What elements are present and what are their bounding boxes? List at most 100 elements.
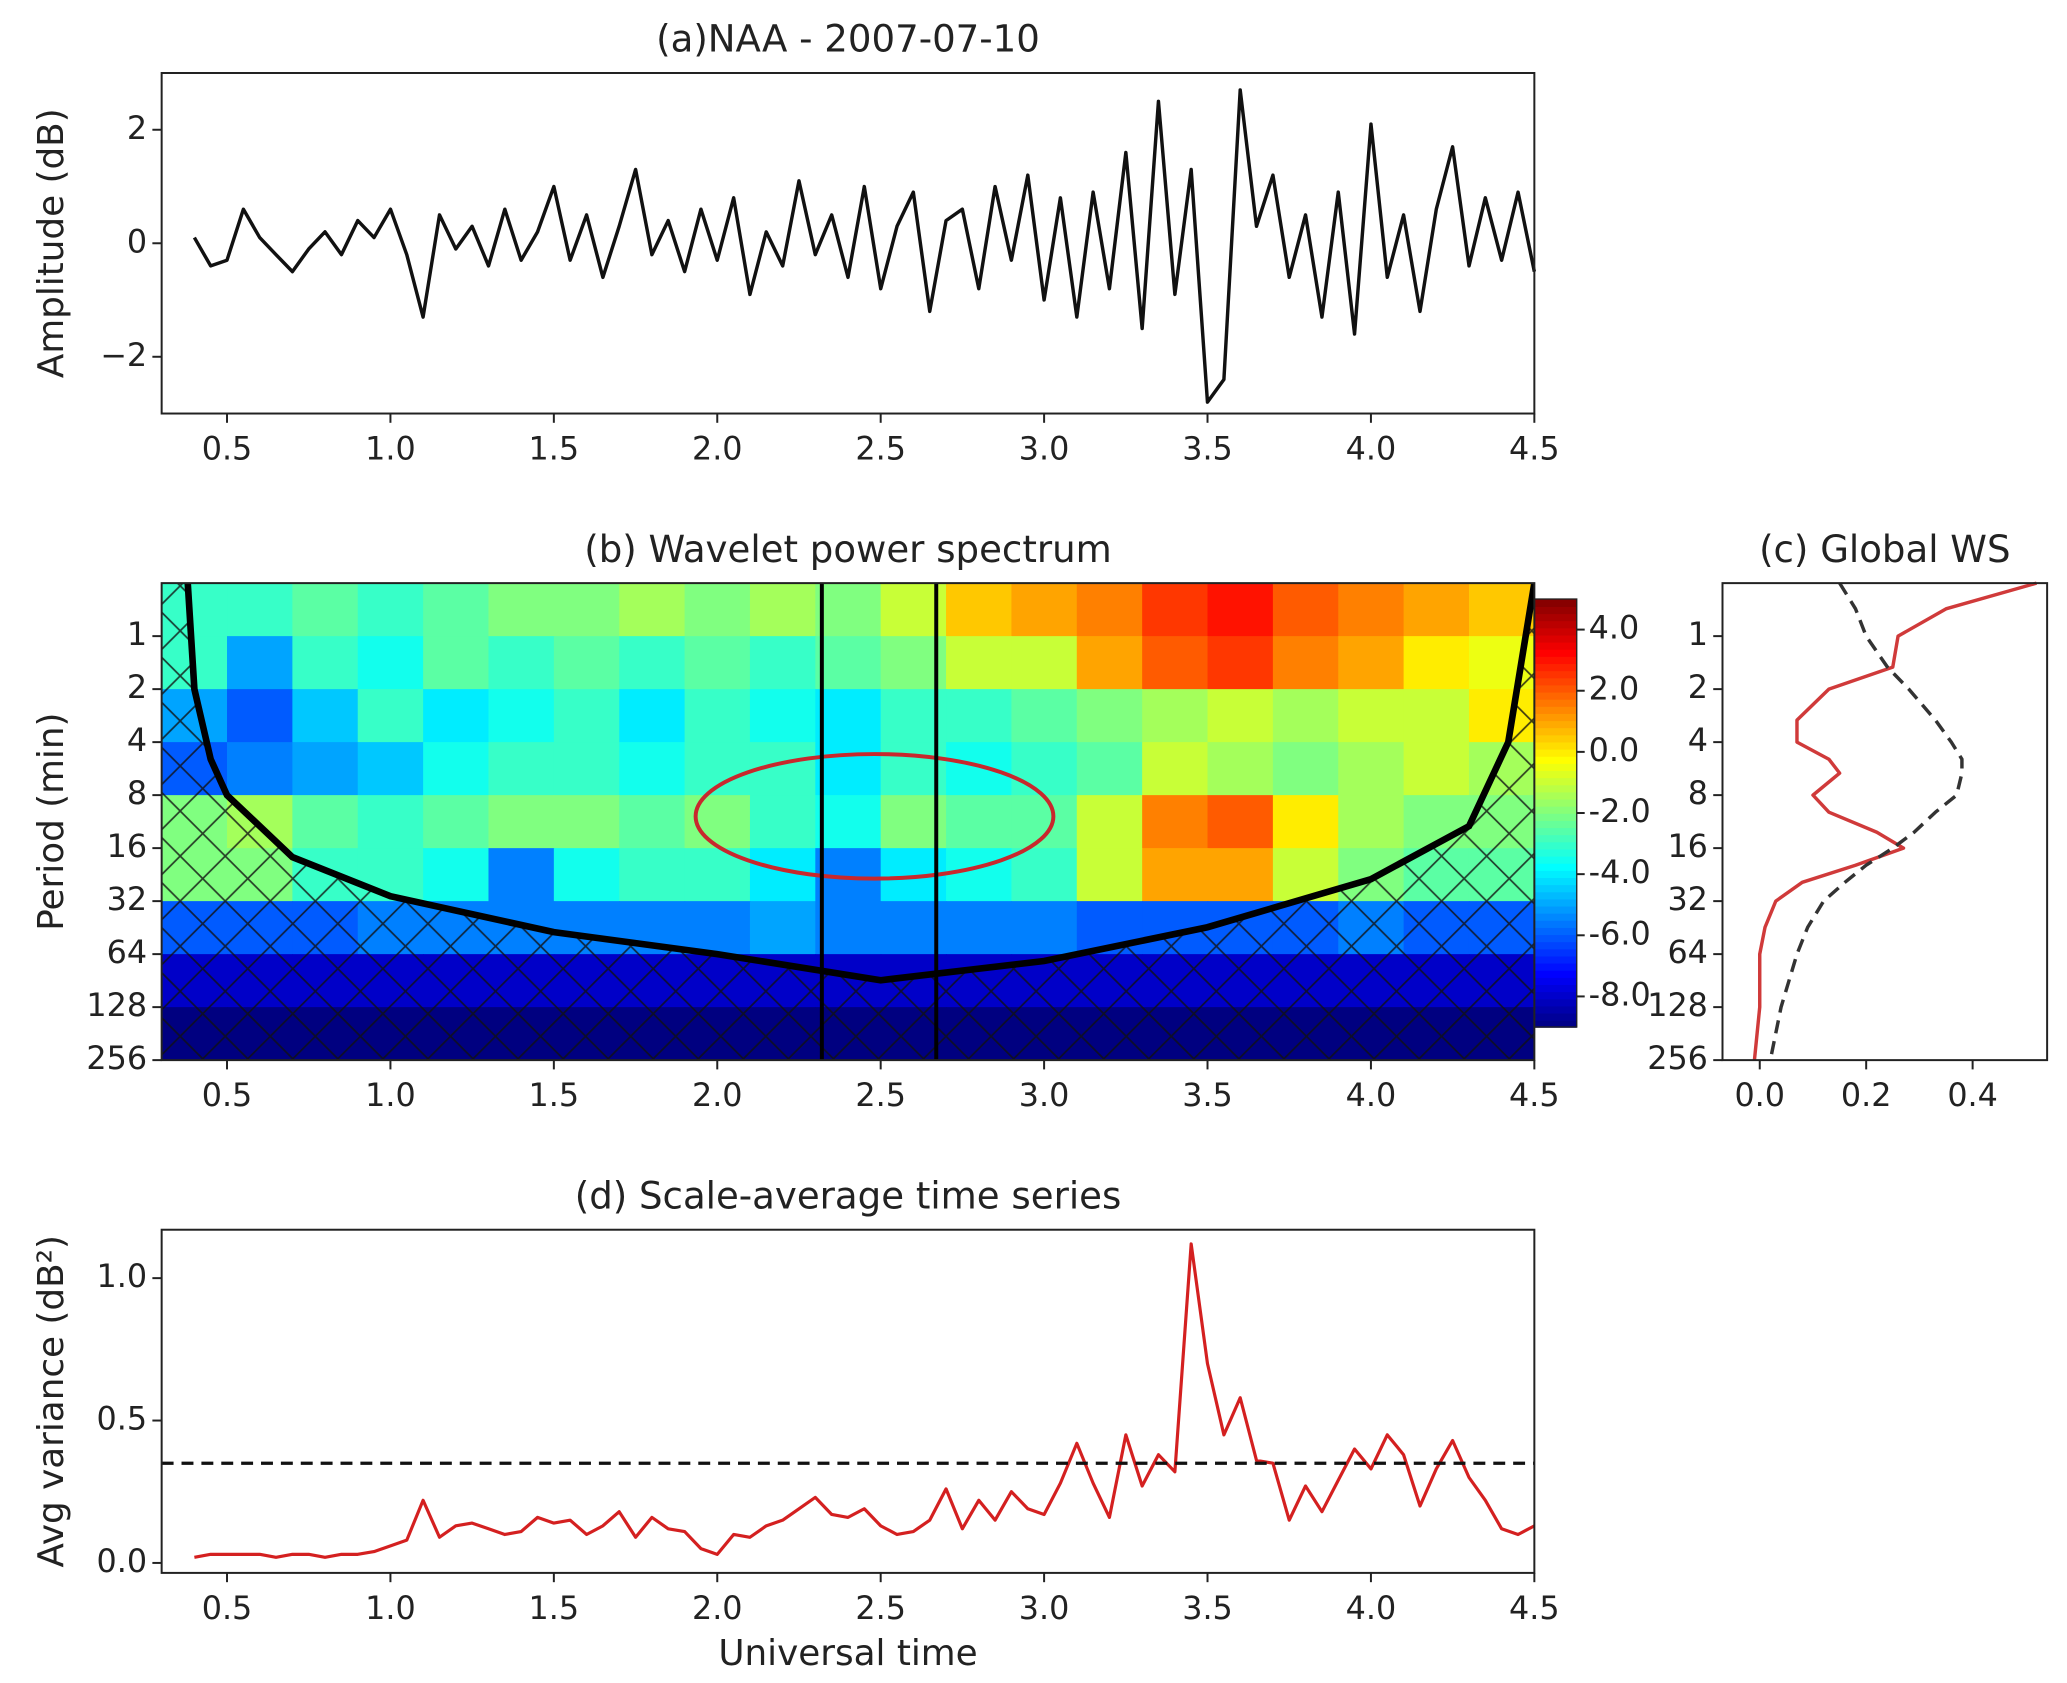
y-tick-label: 1 bbox=[1688, 616, 1708, 653]
x-tick-label: 0.5 bbox=[202, 1590, 253, 1627]
colorbar-band bbox=[1534, 805, 1577, 814]
x-tick-label: 0.5 bbox=[202, 1077, 253, 1114]
colorbar-band bbox=[1534, 877, 1577, 886]
heatmap-cell bbox=[357, 689, 424, 743]
y-tick-label: 1.0 bbox=[96, 1258, 147, 1295]
colorbar-band bbox=[1534, 641, 1577, 650]
chart-title: (c) Global WS bbox=[1759, 528, 2010, 571]
colorbar-band bbox=[1534, 734, 1577, 743]
x-tick-label: 3.0 bbox=[1019, 1590, 1070, 1627]
y-tick-label: 128 bbox=[86, 987, 147, 1024]
colorbar-band bbox=[1534, 770, 1577, 779]
colorbar-band bbox=[1534, 920, 1577, 928]
colorbar-band bbox=[1534, 748, 1577, 757]
colorbar-tick-label: -2.0 bbox=[1589, 793, 1651, 830]
heatmap-cell bbox=[619, 742, 686, 796]
y-tick-label: 0.5 bbox=[96, 1401, 147, 1438]
heatmap-cell bbox=[227, 636, 294, 690]
x-tick-label: 2.0 bbox=[692, 1077, 743, 1114]
heatmap-cell bbox=[1207, 583, 1274, 637]
heatmap-cell bbox=[1011, 742, 1078, 796]
heatmap-cell bbox=[749, 901, 816, 955]
heatmap-cell bbox=[946, 795, 1013, 849]
y-tick-label: 4 bbox=[127, 722, 147, 759]
heatmap-cell bbox=[1076, 795, 1143, 849]
heatmap-cell bbox=[488, 636, 555, 690]
heatmap-cell bbox=[946, 689, 1013, 743]
heatmap-cell bbox=[749, 689, 816, 743]
heatmap-cell bbox=[815, 742, 882, 796]
colorbar-band bbox=[1534, 841, 1577, 850]
colorbar-band bbox=[1534, 1012, 1577, 1021]
heatmap-cell bbox=[553, 795, 620, 849]
plot-frame bbox=[160, 582, 1536, 1062]
heatmap-cell bbox=[553, 742, 620, 796]
x-tick-label: 0.5 bbox=[202, 431, 253, 468]
colorbar-band bbox=[1534, 627, 1577, 636]
y-tick-label: 64 bbox=[1667, 934, 1707, 971]
x-tick-label: 4.0 bbox=[1346, 1590, 1397, 1627]
heatmap-cell bbox=[423, 689, 490, 743]
colorbar-tick-label: 2.0 bbox=[1589, 671, 1640, 708]
y-tick-label: 64 bbox=[107, 934, 147, 971]
heatmap-cell bbox=[1272, 742, 1339, 796]
x-tick-label: 2.0 bbox=[692, 431, 743, 468]
colorbar-band bbox=[1534, 606, 1577, 615]
heatmap-cell bbox=[1142, 689, 1209, 743]
heatmap-cell bbox=[1142, 848, 1209, 902]
y-tick-label: 2 bbox=[127, 110, 147, 147]
heatmap-cell bbox=[1272, 795, 1339, 849]
colorbar-band bbox=[1534, 698, 1577, 707]
heatmap-cell bbox=[553, 636, 620, 690]
heatmap-cell bbox=[292, 636, 359, 690]
heatmap-cell bbox=[553, 689, 620, 743]
y-tick-label: 0 bbox=[127, 223, 147, 260]
colorbar-band bbox=[1534, 663, 1577, 672]
heatmap-cell bbox=[1076, 689, 1143, 743]
colorbar-band bbox=[1534, 1019, 1577, 1028]
heatmap-cell bbox=[1272, 636, 1339, 690]
y-tick-label: 128 bbox=[1647, 987, 1708, 1024]
heatmap-cell bbox=[619, 636, 686, 690]
colorbar-band bbox=[1534, 855, 1577, 864]
spectrum-area bbox=[161, 583, 1535, 1061]
heatmap-cell bbox=[1338, 689, 1405, 743]
x-tick-label: 2.5 bbox=[855, 431, 906, 468]
heatmap-cell bbox=[357, 583, 424, 637]
heatmap-cell bbox=[292, 795, 359, 849]
colorbar-band bbox=[1534, 969, 1577, 978]
heatmap-cell bbox=[423, 742, 490, 796]
x-tick-label: 3.0 bbox=[1019, 431, 1070, 468]
heatmap-cell bbox=[292, 689, 359, 743]
x-tick-label: 1.5 bbox=[529, 431, 580, 468]
colorbar-band bbox=[1534, 927, 1577, 936]
colorbar-band bbox=[1534, 706, 1577, 714]
y-tick-label: 16 bbox=[1667, 828, 1707, 865]
heatmap-cell bbox=[227, 742, 294, 796]
heatmap-cell bbox=[684, 901, 751, 955]
colorbar-band bbox=[1534, 720, 1577, 729]
colorbar-band bbox=[1534, 791, 1577, 800]
plot-frame bbox=[160, 72, 1536, 415]
profile-line bbox=[1768, 582, 1964, 1061]
colorbar-band bbox=[1534, 684, 1577, 693]
x-tick-label: 1.0 bbox=[365, 431, 416, 468]
heatmap-cell bbox=[1142, 795, 1209, 849]
colorbar-band bbox=[1534, 827, 1577, 836]
x-axis-label: Universal time bbox=[718, 1633, 977, 1674]
x-tick-label: 4.5 bbox=[1509, 1590, 1560, 1627]
colorbar-band bbox=[1534, 656, 1577, 665]
y-tick-label: 0.0 bbox=[96, 1543, 147, 1580]
colorbar-band bbox=[1534, 955, 1577, 964]
x-tick-label: 0.2 bbox=[1841, 1077, 1892, 1114]
colorbar-band bbox=[1534, 977, 1577, 985]
heatmap-cell bbox=[488, 848, 555, 902]
colorbar-band bbox=[1534, 691, 1577, 700]
x-tick-label: 4.5 bbox=[1509, 431, 1560, 468]
colorbar-tick-label: 4.0 bbox=[1589, 610, 1640, 647]
plot-frame bbox=[160, 1228, 1536, 1574]
colorbar-band bbox=[1534, 727, 1577, 736]
y-axis-label: Avg variance (dB²) bbox=[31, 1235, 72, 1567]
x-tick-label: 2.0 bbox=[692, 1590, 743, 1627]
colorbar-band bbox=[1534, 912, 1577, 921]
